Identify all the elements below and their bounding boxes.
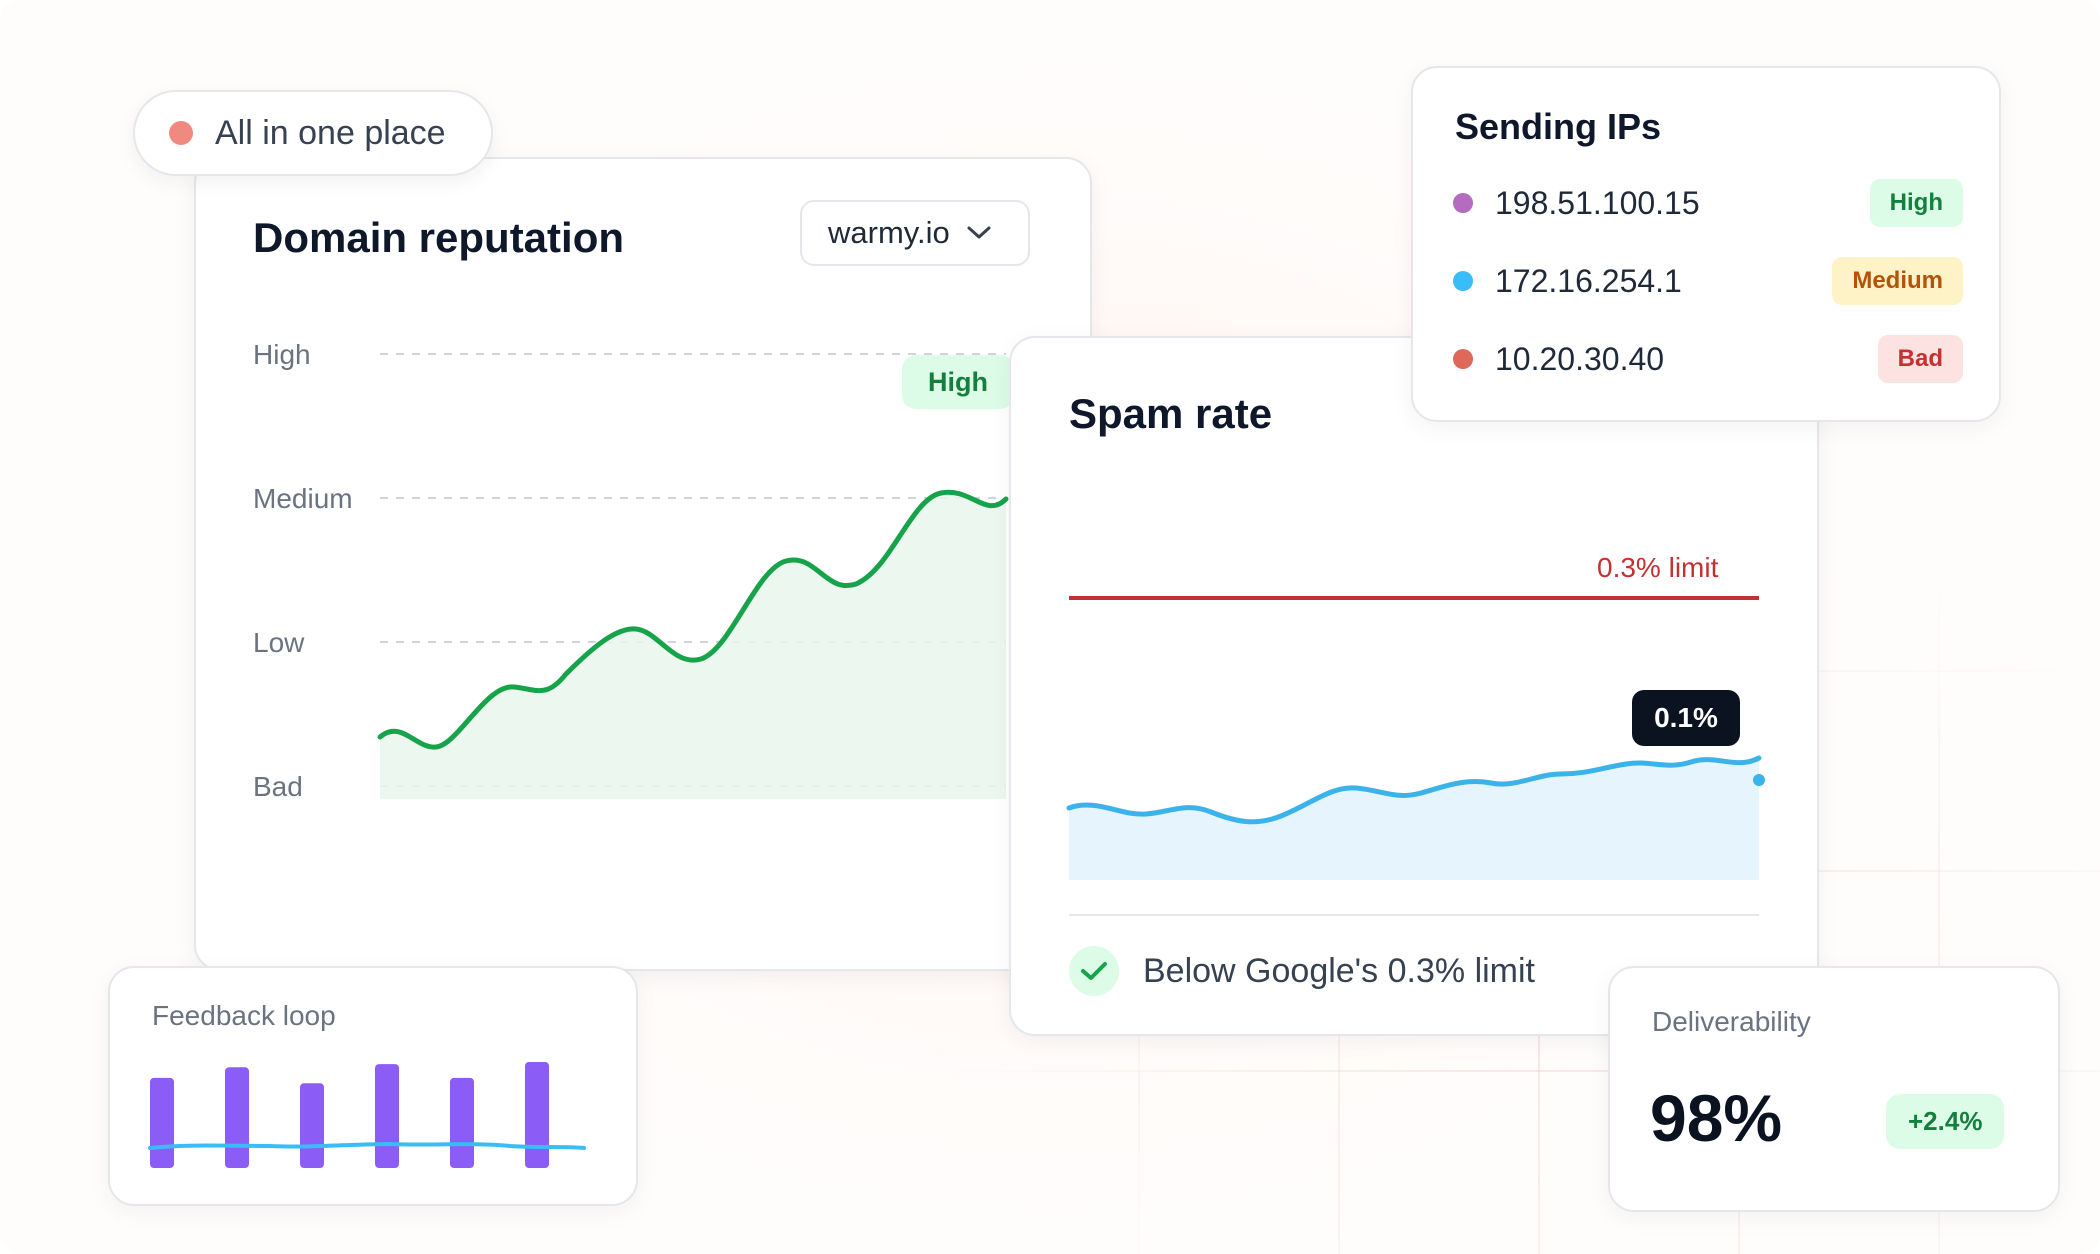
domain-select[interactable]: warmy.io <box>800 200 1030 266</box>
spam-rate-card: Spam rate 0.3% limit 0.1% Below Google's… <box>1009 336 1819 1036</box>
spam-footer-text: Below Google's 0.3% limit <box>1143 951 1535 990</box>
status-dot-icon <box>1453 349 1473 369</box>
spam-line <box>1066 755 1762 825</box>
feedback-trend-line <box>148 1141 586 1150</box>
feedback-bar <box>525 1062 549 1168</box>
spam-limit-label: 0.3% limit <box>1597 552 1719 583</box>
domain-select-value: warmy.io <box>828 215 950 250</box>
status-dot-icon <box>169 121 193 145</box>
feedback-loop-title: Feedback loop <box>152 1000 336 1031</box>
deliverability-card: Deliverability 98% +2.4% <box>1608 966 2060 1212</box>
status-dot-icon <box>1453 271 1473 291</box>
deliverability-delta-badge: +2.4% <box>1886 1094 2005 1149</box>
sending-ips-title: Sending IPs <box>1455 106 1662 147</box>
check-icon <box>1069 946 1119 996</box>
spam-current-tooltip <box>1632 690 1740 746</box>
y-label-high: High <box>253 339 311 370</box>
domain-reputation-card: Domain reputation warmy.io High Medium L… <box>194 157 1092 971</box>
ip-status-badge: High <box>1869 179 1963 227</box>
spam-rate-chart <box>1066 596 1765 880</box>
status-dot-icon <box>1453 193 1473 213</box>
y-label-medium: Medium <box>253 483 353 514</box>
feedback-loop-chart <box>148 1062 586 1168</box>
all-in-one-place-label: All in one place <box>215 113 446 152</box>
feedback-bar <box>300 1083 324 1168</box>
feedback-loop-card: Feedback loop <box>108 966 638 1206</box>
feedback-bar <box>150 1077 174 1168</box>
deliverability-title: Deliverability <box>1652 1006 1811 1037</box>
reputation-current-badge-label: High <box>928 366 988 397</box>
ip-address: 10.20.30.40 <box>1495 340 1665 377</box>
chevron-down-icon <box>967 226 991 239</box>
divider <box>1069 914 1759 916</box>
reputation-current-badge <box>902 355 1014 409</box>
feedback-bar <box>450 1077 474 1168</box>
ip-row: 172.16.254.1 Medium <box>1453 256 1963 306</box>
y-label-bad: Bad <box>253 771 303 802</box>
feedback-bar <box>375 1064 399 1168</box>
ip-status-badge: Medium <box>1832 257 1963 305</box>
spam-current-point <box>1753 774 1765 786</box>
ip-row: 198.51.100.15 High <box>1453 178 1963 228</box>
y-label-low: Low <box>253 627 305 658</box>
sending-ips-card: Sending IPs 198.51.100.15 High 172.16.25… <box>1411 66 2001 422</box>
spam-current-value: 0.1% <box>1654 702 1718 733</box>
ip-status-badge: Bad <box>1877 335 1963 383</box>
domain-reputation-title: Domain reputation <box>253 214 625 261</box>
ip-address: 172.16.254.1 <box>1495 262 1682 299</box>
domain-reputation-chart <box>377 353 1014 799</box>
reputation-area <box>380 492 1006 799</box>
feedback-bar <box>225 1067 249 1168</box>
spam-rate-title: Spam rate <box>1069 390 1273 437</box>
reputation-line <box>377 489 1009 750</box>
ip-address: 198.51.100.15 <box>1495 184 1700 221</box>
spam-footer: Below Google's 0.3% limit <box>1069 946 1535 996</box>
spam-area <box>1069 758 1759 880</box>
deliverability-value: 98% <box>1650 1081 1783 1155</box>
ip-row: 10.20.30.40 Bad <box>1453 334 1963 384</box>
all-in-one-place-badge: All in one place <box>133 90 493 176</box>
